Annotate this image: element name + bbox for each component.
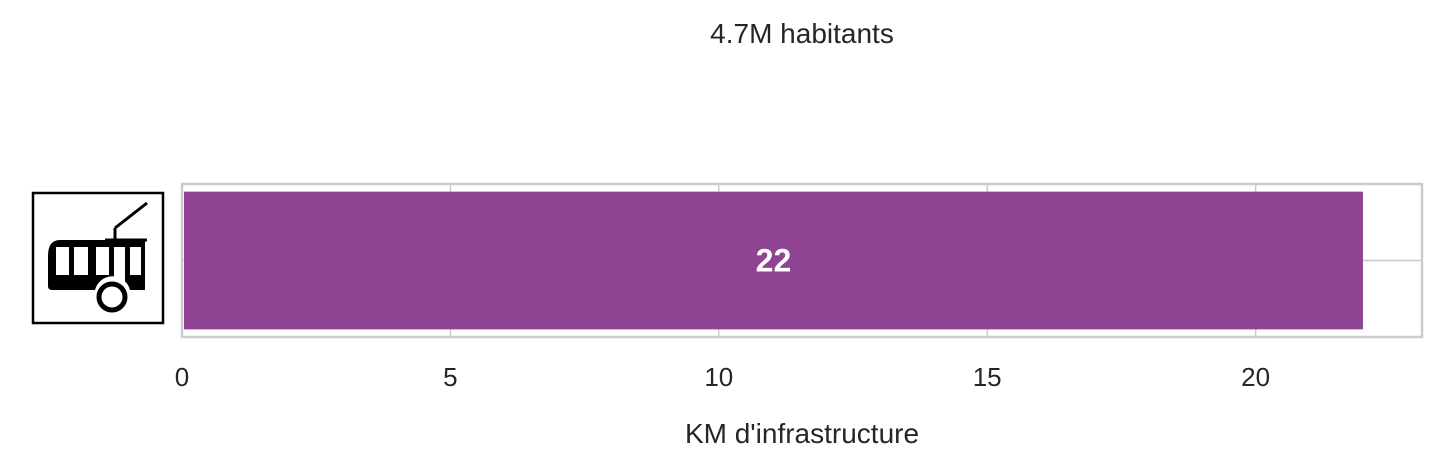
chart-title: 4.7M habitants (710, 18, 894, 49)
bar-value-label: 22 (756, 243, 792, 279)
bar-trolleybus (184, 191, 1363, 330)
x-tick-label: 0 (175, 362, 189, 392)
x-axis-label: KM d'infrastructure (685, 418, 919, 449)
bars: 22 (184, 191, 1363, 330)
x-axis-ticks: 0 5 10 15 20 (175, 362, 1270, 392)
trolleybus-icon (31, 191, 165, 325)
x-tick-label: 20 (1241, 362, 1270, 392)
plot-frame (180, 182, 1424, 339)
x-tick-label: 10 (704, 362, 733, 392)
x-tick-label: 5 (443, 362, 457, 392)
x-tick-label: 15 (973, 362, 1002, 392)
